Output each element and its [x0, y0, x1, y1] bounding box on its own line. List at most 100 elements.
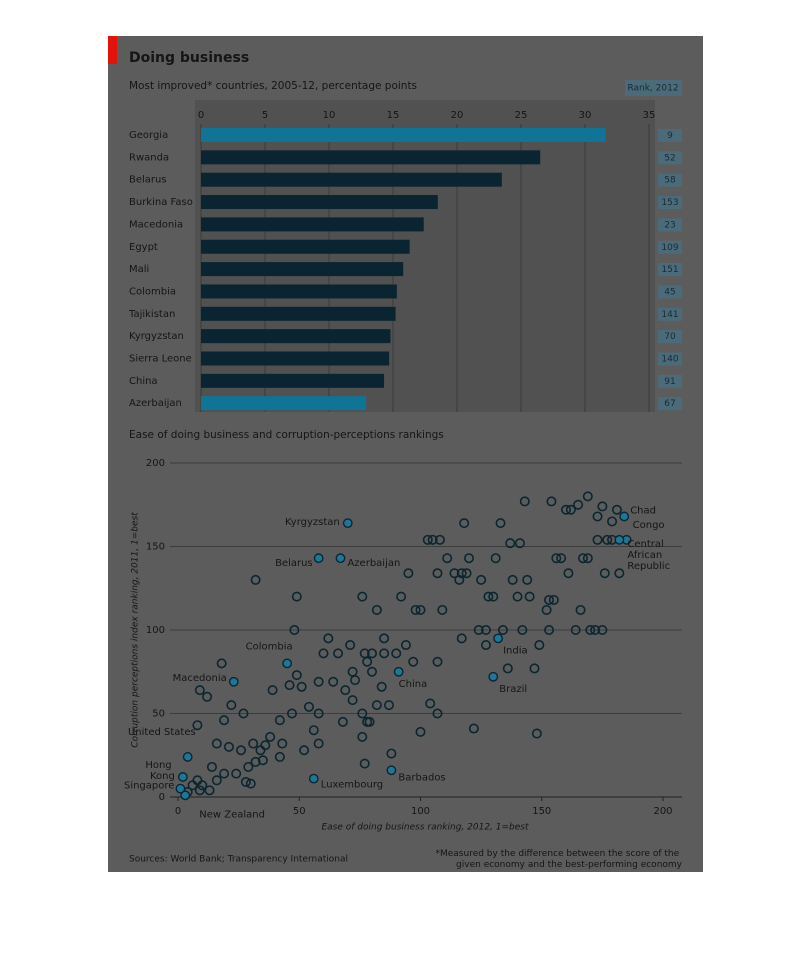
point — [514, 538, 525, 549]
highlight-point — [493, 633, 503, 644]
highlight-point — [282, 658, 293, 669]
point — [192, 720, 203, 731]
point — [410, 604, 421, 615]
point — [592, 534, 603, 545]
point — [371, 700, 382, 711]
bar — [201, 329, 391, 344]
point — [323, 633, 334, 644]
bar — [201, 195, 438, 210]
point — [211, 738, 222, 749]
highlight-point — [342, 518, 353, 529]
point — [340, 685, 351, 696]
point — [459, 518, 470, 529]
bar — [201, 306, 396, 321]
rank-label: 67 — [664, 399, 675, 409]
point — [313, 676, 324, 687]
bar — [201, 172, 502, 187]
point — [257, 755, 268, 766]
point — [437, 604, 448, 615]
point — [400, 640, 411, 651]
x-tick-label: 50 — [293, 806, 306, 817]
point — [483, 591, 494, 602]
point — [607, 516, 618, 527]
rank-box — [658, 330, 682, 344]
point — [519, 496, 530, 507]
category-label: Macedonia — [129, 219, 183, 230]
highlight-point — [619, 511, 630, 522]
rank-box — [658, 352, 682, 366]
y-tick-label: 50 — [152, 709, 165, 720]
point — [318, 648, 329, 659]
point — [454, 574, 465, 585]
category-label: Burkina Faso — [129, 197, 193, 208]
rank-box — [658, 285, 682, 299]
point — [313, 708, 324, 719]
highlight-point — [614, 534, 625, 545]
point-label: Central African Republic — [627, 539, 670, 572]
point — [427, 534, 438, 545]
point — [248, 738, 259, 749]
x-tick-label: 150 — [532, 806, 551, 817]
point — [563, 568, 574, 579]
point — [556, 553, 567, 564]
category-label: Tajikistan — [128, 309, 175, 320]
point — [497, 624, 508, 635]
rank-label: 70 — [664, 332, 676, 342]
rank-label: 91 — [664, 377, 675, 387]
point — [456, 568, 467, 579]
point — [403, 568, 414, 579]
point — [216, 658, 227, 669]
point — [357, 731, 368, 742]
category-label: Azerbaijan — [129, 398, 182, 409]
highlight-point — [393, 666, 404, 677]
point — [303, 701, 314, 712]
point — [490, 553, 501, 564]
point — [238, 708, 249, 719]
bar — [201, 373, 385, 388]
rank-box — [658, 196, 682, 210]
point — [585, 624, 596, 635]
point — [502, 663, 513, 674]
x-tick-label: 200 — [653, 806, 672, 817]
point — [565, 504, 576, 515]
point — [590, 624, 601, 635]
point — [597, 624, 608, 635]
point — [345, 640, 356, 651]
point — [597, 501, 608, 512]
point — [231, 768, 242, 779]
rank-box — [658, 173, 682, 187]
point — [219, 768, 230, 779]
highlight-point — [308, 773, 319, 784]
x-tick-label: 100 — [411, 806, 430, 817]
bar — [201, 396, 367, 411]
x-tick-label: 0 — [198, 110, 204, 121]
point — [548, 594, 559, 605]
point — [379, 648, 390, 659]
point — [442, 553, 453, 564]
point — [267, 685, 278, 696]
point — [204, 785, 215, 796]
highlight-point — [175, 783, 186, 794]
point — [456, 633, 467, 644]
point — [296, 681, 307, 692]
point — [592, 511, 603, 522]
point — [534, 640, 545, 651]
rank-box — [658, 263, 682, 277]
point — [432, 656, 443, 667]
point — [582, 491, 593, 502]
point — [299, 745, 310, 756]
point — [291, 670, 302, 681]
point — [274, 751, 285, 762]
point — [505, 538, 516, 549]
bar — [201, 128, 606, 142]
point — [286, 708, 297, 719]
point — [379, 633, 390, 644]
highlight-point — [335, 553, 346, 564]
bar — [201, 284, 397, 299]
point — [415, 604, 426, 615]
bar — [201, 217, 424, 232]
point-label: China — [399, 679, 428, 690]
point — [544, 594, 555, 605]
point — [461, 568, 472, 579]
